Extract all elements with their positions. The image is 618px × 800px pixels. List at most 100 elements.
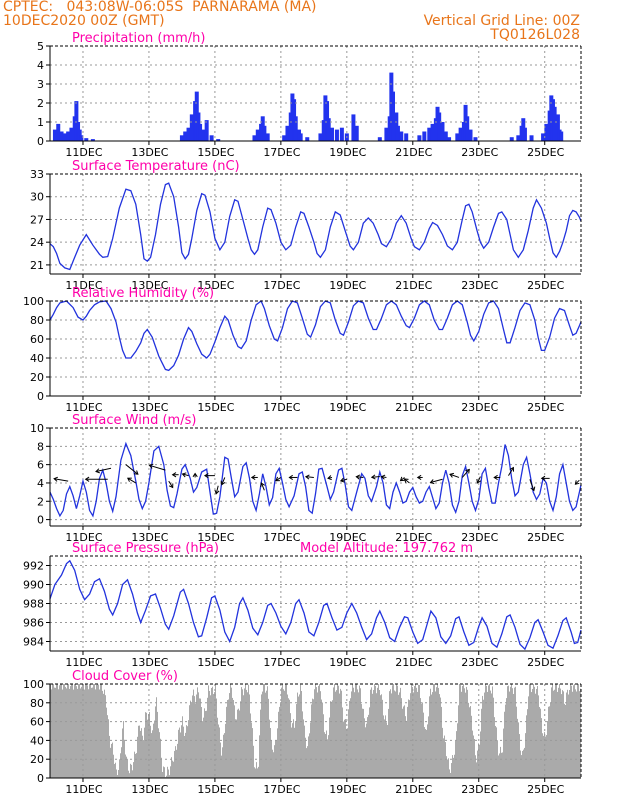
panel6-cloud-column [497,740,498,778]
panel6-cloud-column [153,723,154,778]
panel6-cloud-column [579,691,580,778]
panel6-cloud-column [407,706,408,778]
panel1-bar [209,135,214,141]
panel2-ytick-label: 33 [30,168,44,181]
panel1-bar [541,133,546,141]
panel2-xtick-label: 13DEC [131,279,168,292]
panel4-wind-arrowhead [509,466,514,472]
panel1-bar [473,137,478,141]
panel6-cloud-column [209,690,210,778]
panel6-cloud-column [163,766,164,778]
panel1-bar [305,137,310,141]
panel6-cloud-column [299,694,300,778]
panel6-cloud-column [217,717,218,778]
panel1-bar [189,114,194,141]
panel6-cloud-column [336,690,337,778]
panel4-wind-arrowhead [203,473,209,479]
panel6-cloud-column [212,686,213,778]
panel6-cloud-column [551,687,552,778]
panel6-cloud-column [426,729,427,778]
panel6-cloud-column [354,692,355,778]
panel3-xtick-label: 15DEC [197,401,234,414]
panel6-cloud-column [437,684,438,778]
panel6-cloud-column [307,746,308,778]
panel1-bar [395,125,400,141]
panel6-cloud-column [295,722,296,778]
panel6-cloud-column [219,727,220,778]
panel6-ytick-label: 60 [30,716,44,729]
panel6-cloud-column [240,701,241,778]
panel6-cloud-column [393,684,394,778]
panel6-cloud-column [490,690,491,778]
panel6-cloud-column [139,725,140,778]
panel6-cloud-column [99,689,100,778]
panel5-xtick-label: 19DEC [329,656,366,669]
panel1-bar [74,101,79,141]
panel6-cloud-column [383,715,384,778]
panel6-xtick-label: 25DEC [527,783,564,796]
panel1-bar [201,129,206,141]
panel6-cloud-column [400,687,401,778]
panel6-cloud-column [201,707,202,778]
panel6-cloud-column [492,686,493,778]
panel6-cloud-column [168,769,169,778]
panel2-xtick-label: 23DEC [461,279,498,292]
panel6-cloud-column [406,720,407,778]
panel6-cloud-column [513,693,514,778]
panel6-cloud-column [479,744,480,778]
panel1-bar [293,116,298,141]
header-right-line2: TQ0126L028 [490,27,580,43]
panel4-ytick-label: 10 [30,422,44,435]
panel6-cloud-column [519,734,520,778]
panel6-cloud-column [333,687,334,778]
panel6-cloud-column [472,730,473,778]
panel6-cloud-column [537,686,538,778]
panel1-bar [262,125,267,141]
panel6-cloud-column [245,684,246,778]
panel6-cloud-column [510,686,511,778]
panel6-cloud-column [440,697,441,778]
panel6-cloud-column [128,770,129,778]
panel6-cloud-column [53,684,54,778]
panel1-bar [329,127,334,141]
panel1-ytick-label: 4 [37,59,44,72]
panel1-xtick-label: 17DEC [263,146,300,159]
panel6-cloud-column [320,691,321,778]
panel1-bar [430,123,435,141]
panel6-cloud-column [328,735,329,778]
panel1-bar [443,131,448,141]
panel1-bar [354,125,359,141]
panel6-cloud-column [154,720,155,778]
panel4-xtick-label: 15DEC [197,531,234,544]
panel6-cloud-column [238,708,239,778]
panel6-xtick-label: 21DEC [395,783,432,796]
panel6-cloud-column [56,684,57,778]
panel6-cloud-column [52,684,53,778]
panel6-cloud-column [255,768,256,778]
panel6-cloud-column [408,699,409,778]
panel6-cloud-column [543,735,544,778]
panel4-wind-arrowhead [399,476,405,482]
panel6-cloud-column [405,716,406,778]
panel1-bar [84,138,89,141]
panel4-title: Surface Wind (m/s) [72,413,196,428]
panel6-cloud-column [370,689,371,778]
panel6-cloud-column [223,734,224,778]
panel6-cloud-column [122,728,123,778]
panel6-cloud-column [182,716,183,778]
panel6-cloud-column [485,684,486,778]
panel4-wind-arrow [260,482,265,491]
panel6-cloud-column [296,704,297,778]
panel6-cloud-column [289,699,290,778]
panel6-cloud-column [548,706,549,778]
panel6-cloud-column [256,762,257,778]
panel6-cloud-column [246,689,247,778]
panel6-cloud-column [574,684,575,778]
panel4-wind-arrow [340,478,347,482]
panel4-wind-arrow [149,464,166,471]
panel6-cloud-column [181,725,182,778]
panel6-cloud-column [533,684,534,778]
panel6-cloud-column [549,706,550,778]
panel6-cloud-column [314,689,315,778]
panel6-cloud-column [394,690,395,778]
